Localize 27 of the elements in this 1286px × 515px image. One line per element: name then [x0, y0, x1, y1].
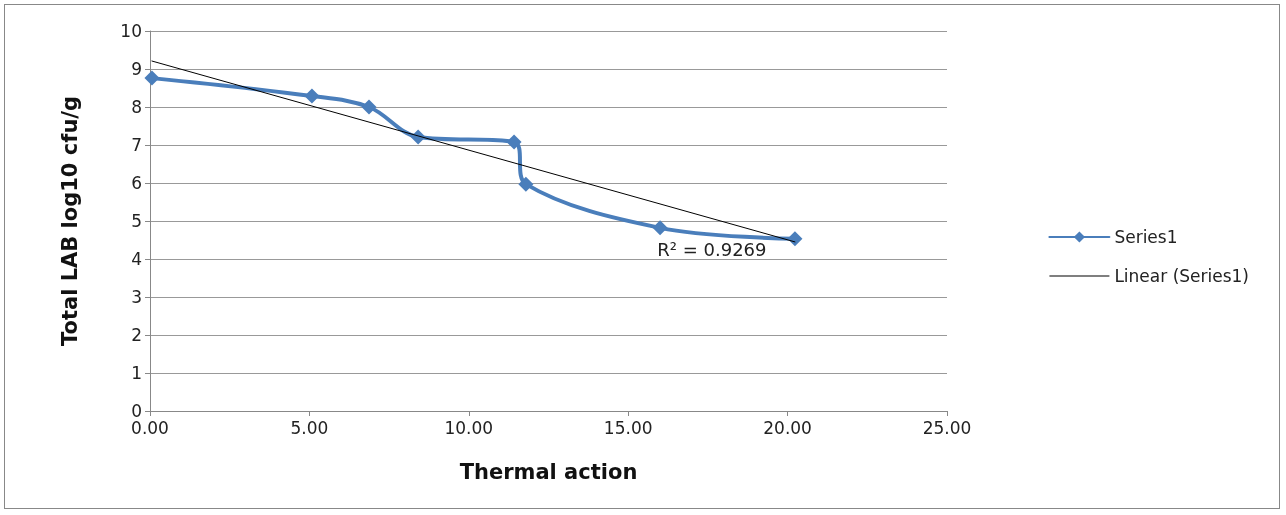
point [652, 220, 668, 236]
x-tick-label: 20.00 [763, 417, 812, 438]
annotation: R² = 0.9269 [657, 239, 767, 260]
x-tick-label: 15.00 [603, 417, 653, 438]
y-tick-label: 4 [131, 249, 142, 269]
point [787, 231, 803, 247]
y-tick-label: 6 [131, 173, 142, 193]
y-tick-label: 10 [120, 21, 142, 41]
legend-label: Series1 [1114, 227, 1178, 247]
x-tick-label: 10.00 [444, 417, 494, 438]
point [506, 134, 522, 150]
point [304, 88, 320, 104]
point [518, 176, 534, 192]
point [144, 70, 160, 86]
y-tick-label: 9 [131, 59, 142, 79]
legend-label: Linear (Series1) [1114, 266, 1250, 286]
y-axis-title: Total LAB log10 cfu/g [57, 95, 82, 347]
y-tick-label: 5 [131, 211, 142, 231]
x-tick-label: 25.00 [922, 417, 972, 438]
y-tick-label: 7 [131, 135, 142, 155]
y-tick-label: 8 [131, 97, 142, 117]
y-tick-label: 2 [131, 325, 142, 345]
y-tick-label: 3 [131, 287, 142, 307]
x-tick-label: 5.00 [290, 417, 329, 438]
x-axis-title: Thermal action [459, 459, 638, 484]
point [361, 99, 377, 115]
y-tick-label: 1 [131, 363, 142, 383]
